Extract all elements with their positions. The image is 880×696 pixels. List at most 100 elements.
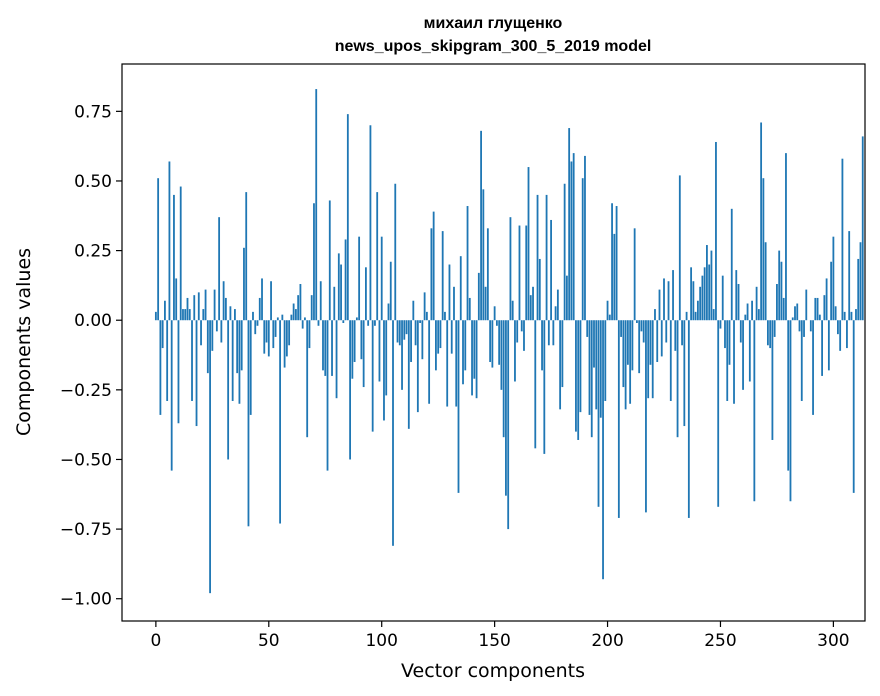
bar (331, 320, 333, 376)
x-tick-label: 150 (478, 631, 510, 651)
bar (173, 194, 175, 321)
bar (848, 231, 851, 321)
bar (182, 309, 184, 321)
bar (444, 311, 446, 321)
bar (419, 320, 422, 323)
bar (380, 236, 383, 321)
bar (525, 225, 528, 321)
bar (164, 300, 166, 321)
bar (362, 320, 365, 388)
bar (319, 281, 322, 321)
bar (552, 320, 555, 346)
bar (376, 192, 379, 321)
bar (157, 178, 160, 321)
bar (669, 320, 672, 401)
bar (633, 228, 636, 321)
bar (179, 186, 182, 321)
bar (326, 320, 329, 471)
bar (527, 167, 530, 321)
bar (658, 289, 661, 321)
bar (730, 208, 733, 321)
bar (602, 320, 604, 580)
bar (744, 314, 747, 321)
bar (766, 320, 769, 346)
bar (385, 320, 388, 396)
bar (200, 320, 202, 346)
bar (796, 303, 799, 321)
bar (448, 264, 451, 321)
bar (337, 253, 340, 321)
bar (306, 320, 309, 438)
bar (204, 289, 207, 321)
bar (590, 320, 593, 438)
bar (780, 261, 783, 321)
bar (322, 320, 324, 371)
bar (572, 153, 575, 321)
x-axis: 0 50 100 150 200 250 300 (150, 621, 850, 651)
bar (787, 320, 790, 471)
bar (857, 258, 860, 321)
bar (202, 309, 205, 321)
chart-title: михаил глущенко (424, 15, 563, 32)
bar (683, 320, 686, 427)
bar (690, 267, 693, 321)
bar (313, 203, 315, 321)
bar (805, 289, 808, 321)
bar (435, 320, 437, 371)
bar (841, 158, 844, 321)
y-axis-label: Components values (13, 248, 35, 436)
bar (387, 303, 390, 321)
bar (292, 303, 295, 321)
bar (421, 320, 424, 360)
bar (629, 320, 632, 404)
bar (220, 320, 223, 343)
bar (480, 130, 482, 321)
bar (256, 320, 259, 326)
bar (507, 320, 510, 530)
bar (850, 311, 853, 321)
bar (270, 281, 272, 321)
bar (383, 320, 385, 421)
bar (825, 278, 828, 321)
bar (712, 309, 715, 321)
bar (267, 320, 270, 357)
bar (846, 320, 848, 349)
bar (299, 284, 302, 321)
bar (166, 320, 169, 401)
bar (843, 311, 846, 321)
bar (206, 320, 209, 374)
bar (240, 320, 243, 371)
bar (346, 114, 349, 321)
bar (416, 320, 419, 413)
bar (516, 320, 519, 343)
bar (778, 250, 781, 321)
bar (581, 178, 584, 321)
bar (839, 320, 842, 351)
bar (764, 242, 767, 321)
bar (728, 320, 731, 365)
bar (509, 217, 512, 321)
bar (701, 275, 704, 321)
bar (514, 320, 516, 382)
bar (798, 320, 801, 332)
bar (281, 314, 284, 321)
bar (687, 320, 690, 518)
bar (450, 320, 453, 354)
bar (685, 311, 688, 321)
bar (188, 309, 191, 321)
bar (538, 258, 541, 321)
bar (272, 320, 275, 349)
bar (193, 295, 196, 321)
bar (335, 320, 338, 399)
bar (523, 320, 525, 351)
bar (301, 320, 304, 329)
bar (236, 320, 239, 374)
bar (401, 320, 403, 390)
bar (328, 200, 331, 321)
bar (645, 320, 647, 513)
bar (351, 320, 354, 379)
bar (724, 320, 726, 349)
bar (604, 320, 607, 401)
y-tick-label: 0.25 (74, 242, 112, 262)
